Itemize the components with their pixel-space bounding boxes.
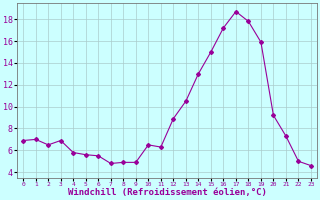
X-axis label: Windchill (Refroidissement éolien,°C): Windchill (Refroidissement éolien,°C) (68, 188, 267, 197)
